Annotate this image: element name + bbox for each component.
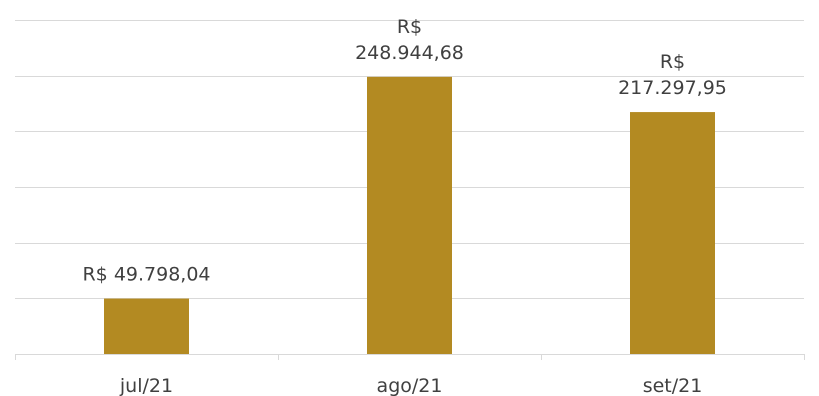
x-tick-label: set/21	[643, 375, 703, 396]
bar	[367, 77, 452, 354]
x-axis: jul/21 ago/21 set/21	[15, 354, 805, 396]
bar	[630, 112, 715, 354]
data-label: R$	[397, 16, 422, 38]
data-label: R$ 49.798,04	[82, 264, 210, 286]
bars	[104, 77, 715, 354]
data-label: 248.944,68	[355, 42, 464, 64]
x-tick-label: jul/21	[119, 375, 173, 396]
data-label: 217.297,95	[618, 77, 727, 99]
x-tick-label: ago/21	[377, 375, 443, 396]
data-label: R$	[660, 51, 685, 73]
bar	[104, 299, 189, 354]
